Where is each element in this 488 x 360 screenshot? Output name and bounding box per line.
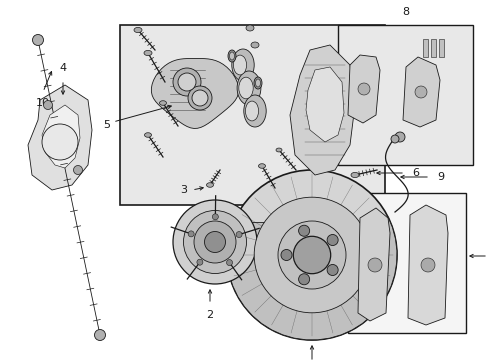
Circle shape: [278, 221, 346, 289]
Ellipse shape: [350, 172, 358, 177]
Ellipse shape: [134, 27, 142, 33]
Bar: [430, 39, 435, 57]
Polygon shape: [28, 85, 92, 190]
Ellipse shape: [238, 77, 253, 99]
Circle shape: [173, 68, 201, 96]
Polygon shape: [357, 208, 389, 321]
Ellipse shape: [250, 42, 259, 48]
Circle shape: [173, 200, 257, 284]
Ellipse shape: [244, 95, 265, 127]
Circle shape: [326, 234, 338, 246]
Text: 6: 6: [411, 168, 418, 178]
Ellipse shape: [206, 183, 213, 187]
Text: 3: 3: [180, 185, 187, 195]
Bar: [347, 193, 465, 333]
Circle shape: [326, 265, 338, 275]
Circle shape: [293, 236, 330, 274]
Circle shape: [420, 258, 434, 272]
Circle shape: [183, 211, 246, 274]
Ellipse shape: [159, 101, 166, 105]
Circle shape: [254, 197, 369, 313]
Polygon shape: [151, 59, 238, 129]
Bar: [438, 39, 443, 57]
Circle shape: [42, 124, 78, 160]
Ellipse shape: [226, 170, 396, 340]
Ellipse shape: [258, 164, 265, 168]
Ellipse shape: [245, 101, 258, 121]
Circle shape: [357, 83, 369, 95]
Text: 5: 5: [103, 120, 110, 130]
Circle shape: [197, 259, 203, 265]
Ellipse shape: [255, 79, 260, 87]
Circle shape: [43, 100, 52, 109]
Text: 9: 9: [436, 172, 443, 182]
Ellipse shape: [275, 148, 282, 152]
Circle shape: [394, 132, 404, 142]
Circle shape: [298, 225, 309, 236]
Ellipse shape: [227, 50, 236, 62]
Circle shape: [188, 231, 194, 237]
Ellipse shape: [237, 71, 261, 105]
Polygon shape: [226, 216, 396, 340]
Bar: [120, 25, 384, 205]
Ellipse shape: [245, 25, 253, 31]
Circle shape: [236, 231, 242, 238]
Ellipse shape: [144, 133, 151, 137]
Ellipse shape: [233, 55, 246, 75]
Circle shape: [281, 249, 291, 261]
Circle shape: [187, 86, 212, 110]
Ellipse shape: [143, 50, 152, 55]
Circle shape: [194, 221, 236, 263]
Circle shape: [298, 274, 309, 285]
Ellipse shape: [231, 49, 254, 81]
Polygon shape: [42, 105, 80, 168]
Circle shape: [226, 260, 232, 266]
Polygon shape: [305, 67, 343, 142]
Text: 10: 10: [36, 98, 50, 108]
Circle shape: [94, 329, 105, 341]
Circle shape: [192, 90, 207, 106]
Ellipse shape: [229, 52, 234, 60]
Circle shape: [212, 214, 218, 220]
Polygon shape: [407, 205, 447, 325]
Circle shape: [367, 258, 381, 272]
Circle shape: [32, 35, 43, 45]
Polygon shape: [289, 45, 354, 175]
Bar: [422, 39, 427, 57]
Text: 4: 4: [60, 63, 66, 73]
Circle shape: [204, 231, 225, 252]
Text: 2: 2: [206, 310, 213, 320]
Circle shape: [390, 135, 398, 143]
Ellipse shape: [253, 77, 262, 89]
Circle shape: [73, 166, 82, 175]
Polygon shape: [402, 57, 439, 127]
Circle shape: [178, 73, 196, 91]
Bar: [337, 25, 472, 165]
Text: 8: 8: [401, 7, 408, 17]
Polygon shape: [347, 55, 379, 123]
Circle shape: [414, 86, 426, 98]
